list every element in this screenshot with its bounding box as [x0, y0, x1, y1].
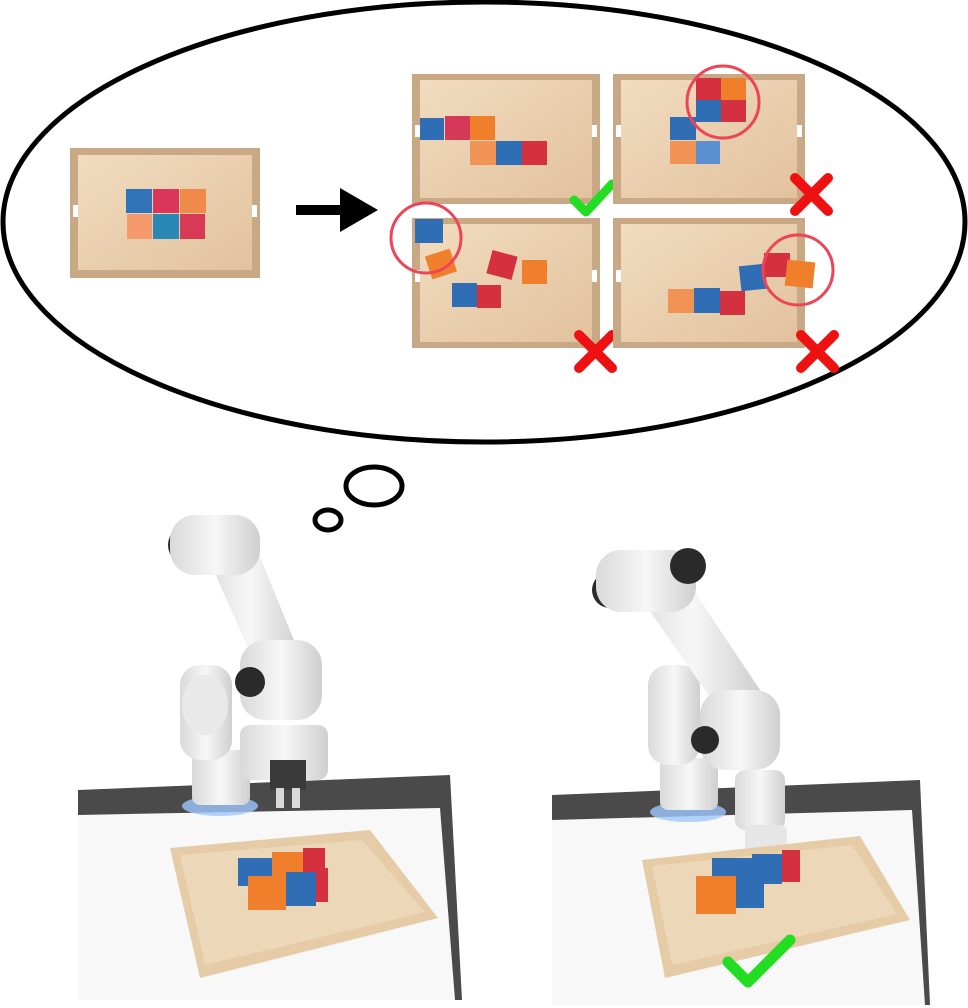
thought-bubble-dot-small [312, 507, 344, 533]
robot-arm-executed [552, 548, 930, 1005]
stacked-blocks [238, 848, 328, 910]
block-red [153, 189, 179, 213]
highlight-circle [389, 201, 463, 275]
stacked-blocks [696, 850, 800, 914]
robot-arm-planning [78, 515, 462, 1000]
block-red [180, 214, 205, 239]
block-orange-light [127, 214, 152, 239]
outcome-tray-success [412, 74, 617, 217]
initial-blocks [126, 189, 206, 239]
block-blue [153, 214, 179, 239]
cross-icon [574, 330, 617, 373]
outcome-tray-failure-scattered [389, 201, 617, 373]
thought-bubble-dot-large [343, 464, 405, 508]
checkmark-icon [722, 934, 796, 988]
outcome-tray-failure-stacked [613, 64, 833, 216]
cross-icon [796, 330, 839, 373]
block-orange [180, 189, 206, 213]
highlight-circle [685, 64, 761, 140]
initial-tray [70, 148, 260, 278]
block-blue [126, 189, 152, 213]
arrow-right-icon [296, 188, 378, 232]
checkmark-icon [569, 179, 617, 217]
cross-icon [790, 173, 833, 216]
outcome-tray-failure-misaligned [613, 218, 839, 373]
highlight-circle [761, 233, 835, 307]
